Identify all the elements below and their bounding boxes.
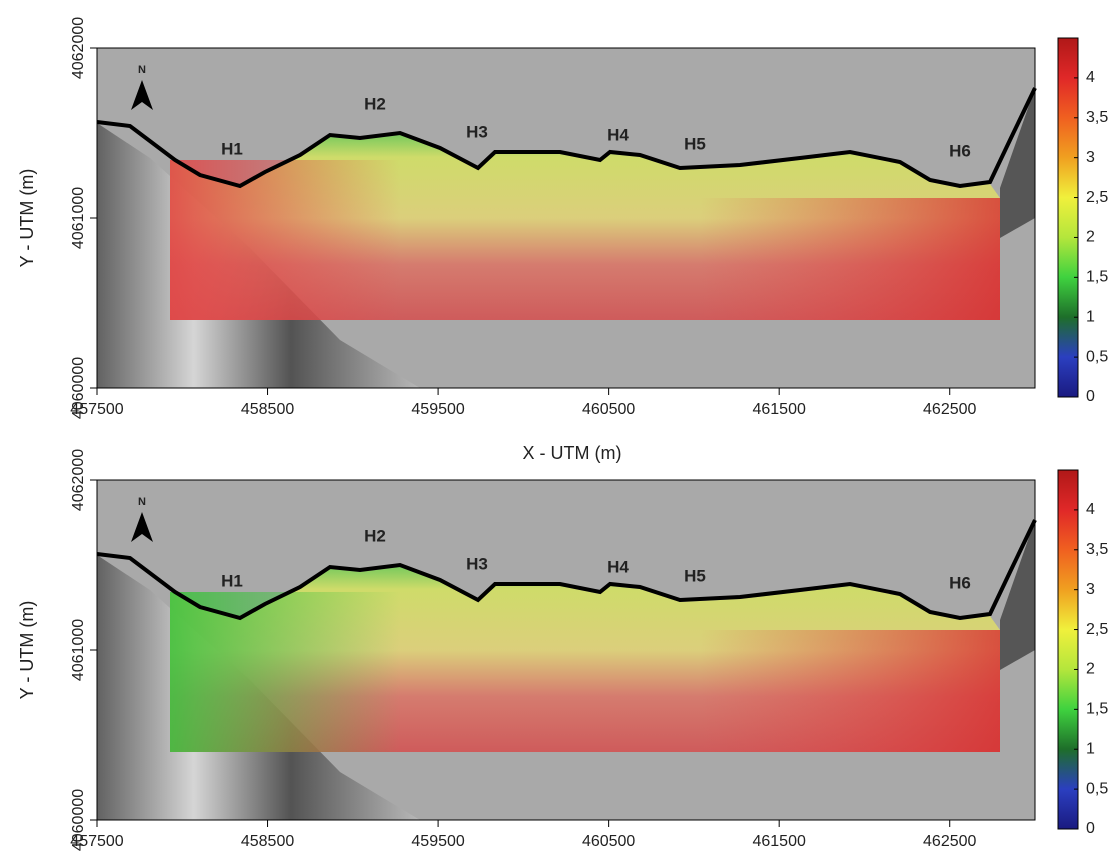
- north-label: N: [138, 496, 146, 508]
- x-tick-label: 459500: [411, 401, 464, 418]
- x-tick-label: 461500: [752, 401, 805, 418]
- y-tick-label: 4062000: [70, 449, 87, 511]
- x-tick-label: 457500: [70, 401, 123, 418]
- heatmap-patch: [700, 198, 1000, 320]
- north-label: N: [138, 64, 146, 76]
- colorbar-tick-label: 1,5: [1086, 701, 1108, 718]
- heatmap-patch: [170, 592, 400, 752]
- x-tick-label: 460500: [582, 833, 635, 850]
- x-tick-label: 458500: [241, 401, 294, 418]
- y-tick-label: 4060000: [70, 789, 87, 851]
- colorbar-tick-label: 0: [1086, 388, 1095, 405]
- colorbar-tick-label: 3,5: [1086, 109, 1108, 126]
- y-axis-label: Y - UTM (m): [17, 169, 37, 268]
- x-axis-label: X - UTM (m): [523, 443, 622, 463]
- x-tick-label: 462500: [923, 833, 976, 850]
- x-tick-label: 457500: [70, 833, 123, 850]
- heatmap-patch: [700, 630, 1000, 752]
- site-label: H5: [684, 134, 706, 153]
- site-label: H2: [364, 526, 386, 545]
- colorbar-tick-label: 0,5: [1086, 348, 1108, 365]
- coastline: [96, 519, 1037, 621]
- site-label: H5: [684, 566, 706, 585]
- colorbar-tick-label: 4: [1086, 501, 1095, 518]
- colorbar-tick-label: 1: [1086, 308, 1095, 325]
- north-arrow: [131, 512, 153, 542]
- x-tick-label: 461500: [752, 833, 805, 850]
- colorbar: [1057, 37, 1079, 398]
- colorbar-tick-label: 2: [1086, 229, 1095, 246]
- x-tick-label: 458500: [241, 833, 294, 850]
- site-label: H6: [949, 573, 971, 592]
- colorbar-tick-label: 4: [1086, 69, 1095, 86]
- site-label: H1: [221, 139, 243, 158]
- colorbar-tick-label: 2,5: [1086, 189, 1108, 206]
- hillshade: [1000, 520, 1035, 670]
- y-tick-label: 4061000: [70, 619, 87, 681]
- colorbar-tick-label: 3: [1086, 149, 1095, 166]
- colorbar: [1057, 469, 1079, 830]
- y-tick-label: 4061000: [70, 187, 87, 249]
- x-tick-label: 459500: [411, 833, 464, 850]
- site-label: H3: [466, 122, 488, 141]
- site-label: H4: [607, 125, 629, 144]
- y-axis-label: Y - UTM (m): [17, 601, 37, 700]
- colorbar-tick-label: 1: [1086, 740, 1095, 757]
- hillshade: [1000, 88, 1035, 238]
- colorbar-tick-label: 1,5: [1086, 269, 1108, 286]
- x-tick-label: 462500: [923, 401, 976, 418]
- site-label: H3: [466, 554, 488, 573]
- y-tick-label: 4060000: [70, 357, 87, 419]
- site-label: H2: [364, 94, 386, 113]
- north-arrow: [131, 80, 153, 110]
- site-label: H6: [949, 141, 971, 160]
- colorbar-tick-label: 3: [1086, 581, 1095, 598]
- site-label: H4: [607, 557, 629, 576]
- colorbar-tick-label: 3,5: [1086, 541, 1108, 558]
- map-panel: [96, 47, 1037, 389]
- map-panel: [96, 479, 1037, 821]
- coastline: [96, 87, 1037, 189]
- site-label: H1: [221, 571, 243, 590]
- colorbar-tick-label: 2,5: [1086, 621, 1108, 638]
- colorbar-tick-label: 0: [1086, 820, 1095, 837]
- x-tick-label: 460500: [582, 401, 635, 418]
- y-tick-label: 4062000: [70, 17, 87, 79]
- colorbar-tick-label: 2: [1086, 661, 1095, 678]
- heatmap-patch: [170, 160, 400, 320]
- colorbar-tick-label: 0,5: [1086, 780, 1108, 797]
